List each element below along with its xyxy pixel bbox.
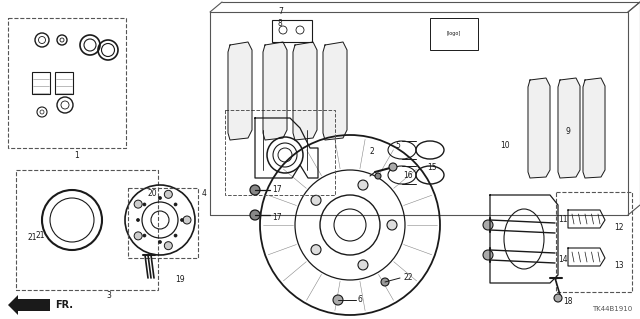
Circle shape xyxy=(387,220,397,230)
Circle shape xyxy=(180,219,184,221)
Circle shape xyxy=(143,203,146,206)
Polygon shape xyxy=(228,42,252,140)
Text: 4: 4 xyxy=(202,189,207,198)
Circle shape xyxy=(333,295,343,305)
Polygon shape xyxy=(583,78,605,178)
Text: 21: 21 xyxy=(27,233,36,241)
Circle shape xyxy=(311,195,321,205)
Text: 8: 8 xyxy=(278,19,283,28)
Text: 9: 9 xyxy=(565,128,570,137)
Circle shape xyxy=(358,180,368,190)
Circle shape xyxy=(250,210,260,220)
Text: 13: 13 xyxy=(614,262,623,271)
Polygon shape xyxy=(528,78,550,178)
Bar xyxy=(16,170,158,290)
Circle shape xyxy=(554,294,562,302)
Text: 19: 19 xyxy=(175,276,184,285)
Bar xyxy=(556,192,632,292)
Circle shape xyxy=(159,241,161,243)
Text: 1: 1 xyxy=(74,151,79,160)
Polygon shape xyxy=(323,42,347,140)
Text: 7: 7 xyxy=(278,8,283,17)
Text: 2: 2 xyxy=(370,147,375,157)
Circle shape xyxy=(183,216,191,224)
Polygon shape xyxy=(263,42,287,140)
Text: 14: 14 xyxy=(558,256,568,264)
Circle shape xyxy=(164,242,172,250)
Circle shape xyxy=(483,250,493,260)
Text: 16: 16 xyxy=(403,172,413,181)
Text: 11: 11 xyxy=(558,216,568,225)
Text: TK44B1910: TK44B1910 xyxy=(592,306,632,312)
Bar xyxy=(128,188,198,258)
Bar xyxy=(8,18,126,148)
Text: 18: 18 xyxy=(563,298,573,307)
Circle shape xyxy=(483,220,493,230)
Circle shape xyxy=(389,163,397,171)
Polygon shape xyxy=(293,42,317,140)
Text: [logo]: [logo] xyxy=(447,32,461,36)
Polygon shape xyxy=(8,295,18,315)
Circle shape xyxy=(164,190,172,198)
Text: 10: 10 xyxy=(500,140,509,150)
Text: 12: 12 xyxy=(614,224,623,233)
Text: 21: 21 xyxy=(35,231,45,240)
Text: 17: 17 xyxy=(272,213,282,222)
Circle shape xyxy=(250,185,260,195)
Bar xyxy=(225,110,335,195)
Bar xyxy=(32,72,50,94)
Text: 20: 20 xyxy=(148,189,157,198)
Text: 15: 15 xyxy=(427,164,436,173)
Circle shape xyxy=(159,197,161,199)
Text: 5: 5 xyxy=(395,140,400,150)
Bar xyxy=(430,18,478,50)
Bar xyxy=(18,299,50,311)
Text: 3: 3 xyxy=(106,292,111,300)
Text: 17: 17 xyxy=(272,186,282,195)
Circle shape xyxy=(134,232,142,240)
Circle shape xyxy=(174,234,177,237)
Bar xyxy=(55,72,73,94)
Circle shape xyxy=(143,234,146,237)
Circle shape xyxy=(375,173,381,179)
Circle shape xyxy=(174,203,177,206)
Text: 22: 22 xyxy=(404,273,413,283)
Circle shape xyxy=(311,245,321,255)
Circle shape xyxy=(358,260,368,270)
Polygon shape xyxy=(558,78,580,178)
Text: FR.: FR. xyxy=(55,300,73,310)
Circle shape xyxy=(136,219,140,221)
Circle shape xyxy=(381,278,389,286)
Text: 6: 6 xyxy=(358,295,363,305)
Bar xyxy=(272,20,312,42)
Circle shape xyxy=(134,200,142,208)
